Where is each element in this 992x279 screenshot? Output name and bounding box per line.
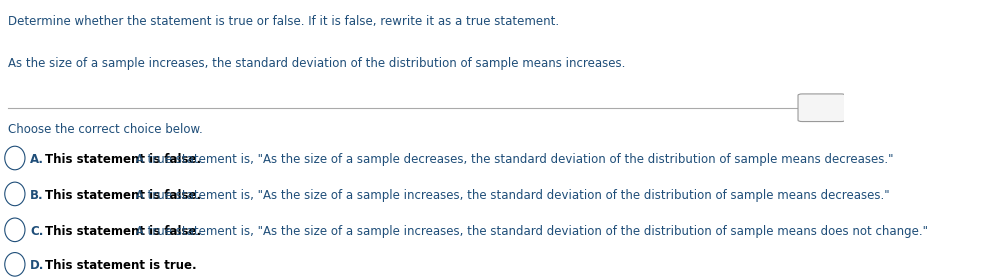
Text: C.: C. bbox=[30, 225, 44, 238]
Text: D.: D. bbox=[30, 259, 45, 272]
Text: Determine whether the statement is true or false. If it is false, rewrite it as : Determine whether the statement is true … bbox=[8, 15, 559, 28]
FancyBboxPatch shape bbox=[798, 94, 845, 122]
Text: A.: A. bbox=[30, 153, 44, 166]
Text: Choose the correct choice below.: Choose the correct choice below. bbox=[8, 123, 203, 136]
Text: This statement is false.: This statement is false. bbox=[46, 225, 201, 238]
Text: A true statement is, "As the size of a sample decreases, the standard deviation : A true statement is, "As the size of a s… bbox=[132, 153, 894, 166]
Text: This statement is false.: This statement is false. bbox=[46, 189, 201, 202]
Text: B.: B. bbox=[30, 189, 44, 202]
Text: A true statement is, "As the size of a sample increases, the standard deviation : A true statement is, "As the size of a s… bbox=[132, 225, 928, 238]
Text: .....: ..... bbox=[815, 103, 828, 112]
Text: As the size of a sample increases, the standard deviation of the distribution of: As the size of a sample increases, the s… bbox=[8, 57, 626, 70]
Text: This statement is false.: This statement is false. bbox=[46, 153, 201, 166]
Text: A true statement is, "As the size of a sample increases, the standard deviation : A true statement is, "As the size of a s… bbox=[132, 189, 890, 202]
Text: This statement is true.: This statement is true. bbox=[46, 259, 196, 272]
